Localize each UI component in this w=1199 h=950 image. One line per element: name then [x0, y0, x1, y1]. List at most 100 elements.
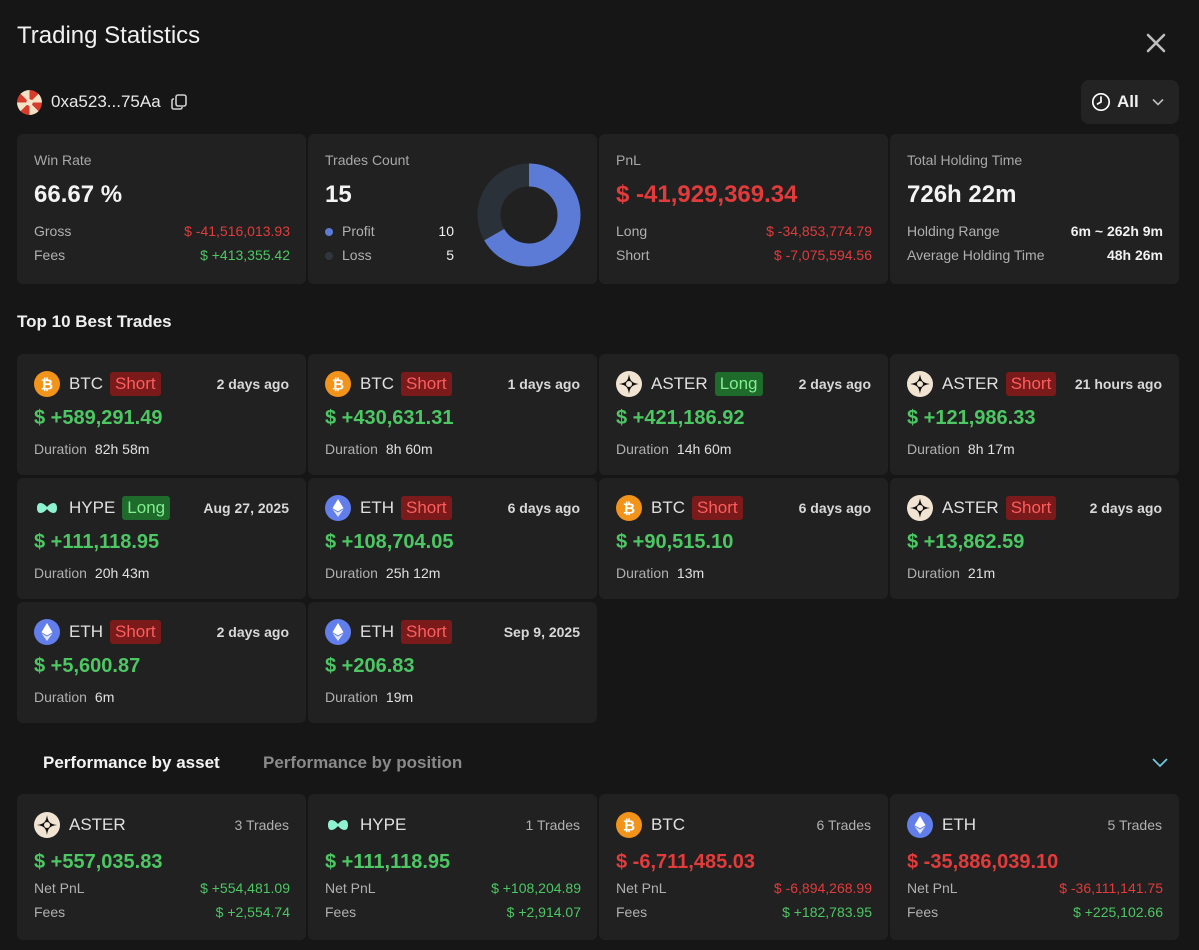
trades-count-label: Trades Count — [325, 152, 410, 168]
trade-header: ASTER Long — [616, 371, 763, 397]
loss-label: Loss — [342, 247, 372, 263]
trade-symbol: HYPE — [69, 498, 116, 517]
trade-time: 2 days ago — [798, 376, 871, 392]
fees-value: $ +2,554.74 — [215, 904, 290, 920]
trade-symbol: ASTER — [942, 374, 999, 393]
trade-side-badge: Short — [401, 372, 452, 396]
trade-duration-value: 20h 43m — [94, 565, 150, 581]
profit-label: Profit — [342, 223, 375, 239]
trade-time: Aug 27, 2025 — [203, 500, 289, 516]
copy-icon[interactable] — [170, 93, 188, 111]
asset-header: ETH — [907, 812, 976, 838]
holding-time-card: Total Holding Time 726h 22m Holding Rang… — [890, 134, 1179, 284]
asset-trade-count: 5 Trades — [1107, 817, 1162, 833]
asset-pnl: $ +111,118.95 — [325, 851, 451, 873]
asset-header: ₿ BTC — [616, 812, 685, 838]
asset-card-eth[interactable]: ETH 5 Trades $ -35,886,039.10 Net PnL $ -36,… — [890, 794, 1179, 940]
trade-side-badge: Short — [110, 372, 161, 396]
trade-card[interactable]: ETH Short 6 days ago $ +108,704.05 Duration 2… — [308, 478, 597, 599]
trade-duration: Duration 6m — [34, 689, 114, 705]
trade-header: HYPE Long — [34, 495, 171, 521]
holding-time-label: Total Holding Time — [907, 152, 1023, 168]
hype-icon — [325, 812, 351, 838]
holding-range-value: 6m ~ 262h 9m — [1070, 223, 1163, 239]
short-row: Short $ -7,075,594.56 — [616, 246, 872, 264]
trades-count-value: 15 — [325, 181, 352, 208]
close-button[interactable] — [1141, 28, 1171, 58]
win-rate-value: 66.67 % — [34, 181, 123, 208]
asset-net-pnl-row: Net PnL $ +108,204.89 — [325, 879, 581, 897]
asset-net-pnl-row: Net PnL $ -6,894,268.99 — [616, 879, 872, 897]
net-pnl-label: Net PnL — [325, 880, 376, 896]
asset-card-btc[interactable]: ₿ BTC 6 Trades $ -6,711,485.03 Net PnL $ -6,8… — [599, 794, 888, 940]
net-pnl-label: Net PnL — [616, 880, 667, 896]
trade-duration: Duration 14h 60m — [616, 441, 731, 457]
trade-time: 2 days ago — [216, 376, 289, 392]
trade-duration: Duration 8h 17m — [907, 441, 1015, 457]
trade-card[interactable]: ₿ BTC Short 1 days ago $ +430,631.31 Duration… — [308, 354, 597, 475]
short-label: Short — [616, 247, 650, 263]
trade-card[interactable]: ASTER Long 2 days ago $ +421,186.92 Duration… — [599, 354, 888, 475]
trade-card[interactable]: HYPE Long Aug 27, 2025 $ +111,118.95 Duratio… — [17, 478, 306, 599]
long-value: $ -34,853,774.79 — [766, 223, 872, 239]
trade-time: 2 days ago — [1089, 500, 1162, 516]
trade-card[interactable]: ASTER Short 21 hours ago $ +121,986.33 Durat… — [890, 354, 1179, 475]
close-icon — [1146, 33, 1166, 53]
long-label: Long — [616, 223, 648, 239]
hype-icon — [34, 495, 60, 521]
trade-card[interactable]: ₿ BTC Short 6 days ago $ +90,515.10 Duration 1… — [599, 478, 888, 599]
trade-duration: Duration 82h 58m — [34, 441, 149, 457]
trade-duration-label: Duration — [34, 565, 87, 581]
asset-symbol: BTC — [651, 815, 685, 834]
trade-time: 1 days ago — [507, 376, 580, 392]
trade-symbol: BTC — [360, 374, 394, 393]
trade-header: ₿ BTC Short — [34, 371, 161, 397]
time-range-select[interactable]: All — [1081, 80, 1179, 124]
trade-symbol: BTC — [69, 374, 103, 393]
chevron-down-icon[interactable] — [1150, 755, 1170, 771]
trade-duration-label: Duration — [616, 441, 669, 457]
wallet-address: 0xa523...75Aa — [51, 92, 161, 111]
profit-count: 10 — [438, 223, 454, 239]
btc-icon: ₿ — [325, 371, 351, 397]
trade-duration: Duration 21m — [907, 565, 995, 581]
fees-value: $ +2,914.07 — [506, 904, 581, 920]
trade-card[interactable]: ASTER Short 2 days ago $ +13,862.59 Duration… — [890, 478, 1179, 599]
trade-duration-label: Duration — [325, 441, 378, 457]
trade-side-badge: Short — [110, 620, 161, 644]
asset-net-pnl-row: Net PnL $ -36,111,141.75 — [907, 879, 1163, 897]
aster-icon — [907, 495, 933, 521]
asset-trade-count: 1 Trades — [525, 817, 580, 833]
asset-card-aster[interactable]: ASTER 3 Trades $ +557,035.83 Net PnL $ +554,… — [17, 794, 306, 940]
tab-performance-by-asset[interactable]: Performance by asset — [43, 753, 220, 772]
trade-card[interactable]: ETH Short 2 days ago $ +5,600.87 Duration 6m — [17, 602, 306, 723]
svg-text:₿: ₿ — [332, 376, 344, 394]
performance-tabs: Performance by asset Performance by posi… — [0, 740, 1199, 784]
fees-label: Fees — [325, 904, 357, 920]
tab-performance-by-position[interactable]: Performance by position — [263, 753, 463, 772]
trade-time: 2 days ago — [216, 624, 289, 640]
btc-icon: ₿ — [616, 495, 642, 521]
asset-fees-row: Fees $ +2,554.74 — [34, 903, 290, 921]
trade-pnl: $ +430,631.31 — [325, 407, 454, 429]
pnl-label: PnL — [616, 152, 641, 168]
pnl-value: $ -41,929,369.34 — [616, 181, 798, 208]
asset-symbol: ETH — [942, 815, 976, 834]
trade-card[interactable]: ETH Short Sep 9, 2025 $ +206.83 Duration 19m — [308, 602, 597, 723]
trade-duration-value: 6m — [94, 689, 115, 705]
trade-duration-label: Duration — [325, 565, 378, 581]
trade-duration-value: 14h 60m — [676, 441, 732, 457]
aster-icon — [907, 371, 933, 397]
win-rate-card: Win Rate 66.67 % Gross $ -41,516,013.93 … — [17, 134, 306, 284]
trade-duration: Duration 25h 12m — [325, 565, 440, 581]
trade-duration-label: Duration — [616, 565, 669, 581]
trade-duration-label: Duration — [907, 441, 960, 457]
trade-time: 6 days ago — [798, 500, 871, 516]
trade-pnl: $ +90,515.10 — [616, 531, 734, 553]
profit-dot — [325, 228, 333, 237]
trade-pnl: $ +589,291.49 — [34, 407, 163, 429]
aster-icon — [34, 812, 60, 838]
trade-header: ₿ BTC Short — [616, 495, 743, 521]
asset-card-hype[interactable]: HYPE 1 Trades $ +111,118.95 Net PnL $ +108,2… — [308, 794, 597, 940]
trade-card[interactable]: ₿ BTC Short 2 days ago $ +589,291.49 Duration… — [17, 354, 306, 475]
